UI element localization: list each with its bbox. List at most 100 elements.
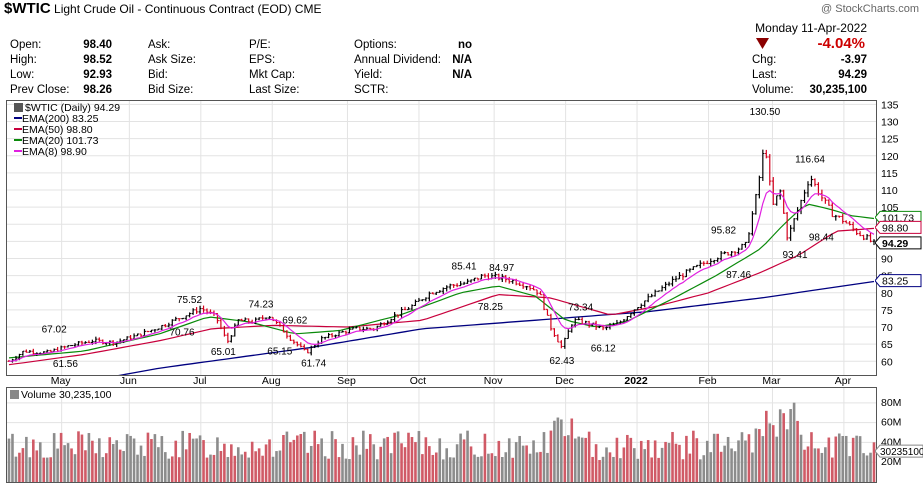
volume-bar xyxy=(796,420,799,482)
volume-bar xyxy=(844,435,848,482)
volume-bar xyxy=(87,433,91,482)
volume-bar xyxy=(177,457,181,482)
y-tick-label: 60 xyxy=(881,356,893,368)
instrument-name: Light Crude Oil - Continuous Contract (E… xyxy=(54,2,292,16)
volume-bar xyxy=(740,432,744,482)
volume-bar xyxy=(709,452,713,482)
price-badge-text: 94.29 xyxy=(882,238,908,250)
month-tick-label: Oct xyxy=(410,375,426,387)
volume-bar xyxy=(532,440,535,482)
legend-ema20: EMA(20) 101.73 xyxy=(14,135,98,147)
volume-bar xyxy=(362,430,365,482)
y-tick-label: 110 xyxy=(881,185,898,197)
volume-chart[interactable] xyxy=(7,388,876,482)
volume-bar xyxy=(445,448,449,482)
volume-bar xyxy=(108,437,112,482)
volume-bar xyxy=(778,409,782,482)
volume-bar xyxy=(70,448,73,482)
volume-bar xyxy=(712,433,716,482)
volume-bar xyxy=(101,457,105,482)
ema50-line xyxy=(8,227,875,366)
y-tick-label: 90 xyxy=(881,254,893,266)
volume-bar xyxy=(428,446,431,482)
exchange: CME xyxy=(294,2,322,16)
volume-bar xyxy=(417,431,421,482)
volume-bar xyxy=(410,437,414,482)
legend-ema50-text: EMA(50) 98.80 xyxy=(22,124,93,136)
legend-volume-text: Volume 30,235,100 xyxy=(21,389,112,401)
volume-bar xyxy=(754,428,758,482)
volume-bar xyxy=(487,453,490,482)
volume-bar xyxy=(810,432,813,482)
volume-tick-label: 80M xyxy=(881,397,901,409)
volume-bar xyxy=(751,452,754,482)
mkt-cap-label: Mkt Cap: xyxy=(249,69,296,81)
volume-bar xyxy=(862,453,865,482)
volume-bar xyxy=(601,456,605,482)
volume-bar xyxy=(723,445,726,482)
volume-bar xyxy=(341,443,344,482)
volume-bar xyxy=(459,433,462,482)
volume-bar xyxy=(560,419,563,482)
volume-bar xyxy=(483,433,487,482)
volume-bar xyxy=(813,448,817,482)
price-annotation: 95.82 xyxy=(711,226,736,237)
volume-bar xyxy=(316,444,320,482)
volume-bar xyxy=(441,459,445,482)
price-annotation: 75.52 xyxy=(177,295,202,306)
volume-bar xyxy=(528,453,532,482)
volume-bar xyxy=(500,457,504,482)
volume-bar xyxy=(202,440,205,482)
volume-bar xyxy=(313,430,317,482)
price-annotation: 93.41 xyxy=(783,250,808,261)
price-annotation: 85.41 xyxy=(452,261,477,272)
volume-bar xyxy=(421,454,424,482)
volume-bar xyxy=(827,437,831,482)
volume-bar xyxy=(209,454,212,482)
legend-ema8-text: EMA(8) 98.90 xyxy=(22,146,87,158)
volume-bar xyxy=(476,456,480,482)
volume-bar xyxy=(136,454,139,482)
volume-bar xyxy=(719,451,723,482)
volume-bar xyxy=(824,447,827,482)
volume-bar xyxy=(747,434,751,482)
volume-bar xyxy=(170,456,174,482)
price-annotation: 87.46 xyxy=(726,270,751,281)
last-label: Last: xyxy=(752,69,777,81)
month-tick-label: Sep xyxy=(337,375,356,387)
volume-bar xyxy=(566,435,570,482)
volume-bar xyxy=(368,434,372,482)
volume-bar xyxy=(243,451,247,482)
volume-bar xyxy=(330,431,334,482)
volume-bar xyxy=(490,453,494,482)
volume-bar xyxy=(667,442,671,482)
price-panel[interactable]: 67.02 61.56 75.52 70.76 74.23 65.01 69.62 65.15… xyxy=(6,100,877,376)
ema8-swatch-icon xyxy=(14,150,22,152)
month-tick-label: Jul xyxy=(193,375,206,387)
volume-bar xyxy=(292,439,296,482)
volume-bar xyxy=(59,432,63,482)
volume-bar xyxy=(587,431,591,482)
volume-bar xyxy=(507,438,511,482)
volume-bar xyxy=(14,456,18,482)
price-badge-shape xyxy=(875,220,922,234)
price-annotation: 67.02 xyxy=(42,324,67,335)
volume-bar xyxy=(219,450,223,482)
price-annotation: 98.44 xyxy=(809,233,834,244)
price-chart[interactable]: 67.02 61.56 75.52 70.76 74.23 65.01 69.62 65.15… xyxy=(7,101,876,375)
volume-bar xyxy=(525,445,528,482)
volume-bar xyxy=(205,457,209,482)
volume-panel[interactable]: Volume 30,235,100 xyxy=(6,387,877,483)
dividend-value: N/A xyxy=(452,54,472,66)
volume-bar xyxy=(389,453,393,482)
price-badge-text: 83.25 xyxy=(882,276,908,288)
volume-bar xyxy=(577,436,581,482)
volume-bar xyxy=(688,453,692,482)
volume-bar xyxy=(664,441,667,482)
volume-bar xyxy=(535,452,539,482)
volume-bar xyxy=(299,434,303,482)
volume-bar xyxy=(45,457,49,482)
volume-bar xyxy=(122,451,125,482)
volume-bar xyxy=(674,443,678,482)
volume-bar xyxy=(834,436,838,482)
